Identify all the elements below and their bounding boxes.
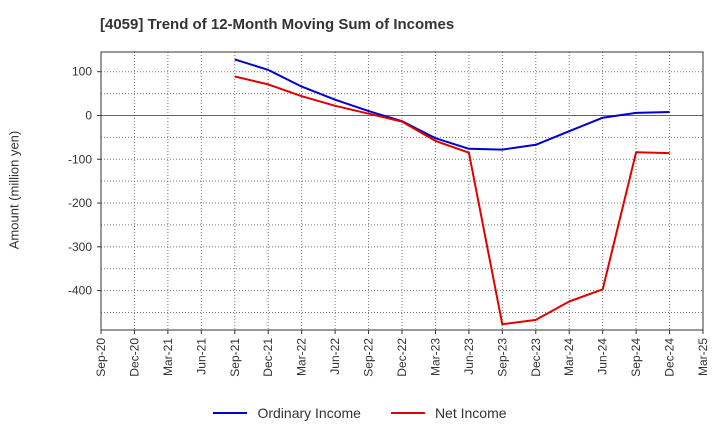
x-tick-label: Dec-22 <box>395 338 409 377</box>
x-tick-label: Dec-24 <box>663 338 677 377</box>
y-tick-labels: 100 0 -100 -200 -300 -400 <box>68 65 92 298</box>
x-tick-label: Sep-23 <box>495 338 509 377</box>
series-line-net-income <box>234 75 670 326</box>
x-tick-label: Sep-20 <box>94 338 108 377</box>
legend-swatch-net-income <box>390 412 425 414</box>
series-line-ordinary-income <box>234 58 670 151</box>
x-tick-label: Jun-24 <box>596 338 610 375</box>
legend-item-ordinary-income: Ordinary Income <box>213 405 361 421</box>
y-tick-label: -400 <box>68 284 92 298</box>
x-tick-labels: Sep-20 Dec-20 Mar-21 Jun-21 Sep-21 Dec-21 Mar-… <box>94 338 710 377</box>
y-tick-label: 0 <box>85 108 92 122</box>
legend-label-ordinary-income: Ordinary Income <box>257 405 361 421</box>
x-tick-label: Mar-25 <box>696 338 710 376</box>
x-tick-label: Dec-20 <box>127 338 141 377</box>
x-tick-label: Jun-23 <box>462 338 476 375</box>
x-tick-label: Sep-22 <box>362 338 376 377</box>
grid-lines <box>101 52 703 330</box>
x-tick-label: Jun-21 <box>194 338 208 375</box>
legend-item-net-income: Net Income <box>390 405 507 421</box>
legend-swatch-ordinary-income <box>213 412 248 414</box>
y-tick-label: 100 <box>72 65 92 79</box>
x-tick-label: Mar-23 <box>428 338 442 376</box>
x-tick-label: Dec-23 <box>529 338 543 377</box>
x-tick-label: Mar-21 <box>161 338 175 376</box>
legend-label-net-income: Net Income <box>434 405 507 421</box>
x-tick-label: Sep-24 <box>629 338 643 377</box>
y-tick-label: -100 <box>68 152 92 166</box>
x-tick-label: Dec-21 <box>261 338 275 377</box>
x-tick-label: Jun-22 <box>328 338 342 375</box>
y-tick-label: -300 <box>68 240 92 254</box>
x-tick-label: Sep-21 <box>228 338 242 377</box>
chart-title: [4059] Trend of 12-Month Moving Sum of I… <box>100 16 455 33</box>
axes <box>97 51 704 334</box>
y-tick-label: -200 <box>68 196 92 210</box>
x-tick-label: Mar-22 <box>295 338 309 376</box>
legend: Ordinary Income Net Income <box>0 405 720 421</box>
chart-plot: 100 0 -100 -200 -300 -400 Sep-20 Dec-20 Mar-21 J… <box>68 51 710 377</box>
x-tick-label: Mar-24 <box>562 338 576 376</box>
series-lines <box>234 58 670 326</box>
